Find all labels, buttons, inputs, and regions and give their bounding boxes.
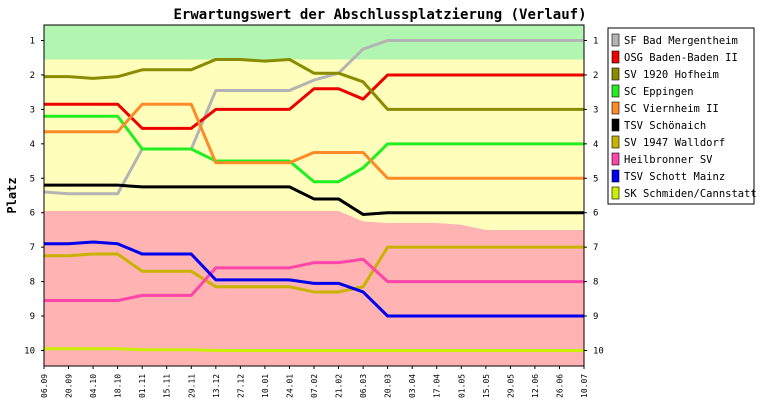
x-tick-label: 12.06 [531, 374, 540, 398]
y-tick-label-right: 7 [593, 243, 598, 253]
x-tick-label: 06.03 [359, 374, 368, 398]
legend-swatch [611, 33, 620, 47]
x-tick-label: 15.05 [482, 374, 491, 398]
y-tick-label-left: 7 [30, 243, 35, 253]
legend-label: SC Viernheim II [624, 103, 719, 115]
y-tick-label-left: 5 [30, 174, 35, 184]
legend-swatch [611, 186, 620, 200]
x-tick-label: 21.02 [335, 374, 344, 398]
legend-label: OSG Baden-Baden II [624, 52, 738, 64]
series-line-sc-viernheim-ii [44, 102, 584, 180]
x-tick-label: 10.01 [261, 374, 270, 398]
x-tick-label: 26.06 [555, 374, 564, 398]
legend-swatch [611, 84, 620, 98]
legend-label: TSV Schott Mainz [624, 171, 725, 183]
legend-swatch [611, 135, 620, 149]
x-tick-label: 13.12 [212, 374, 221, 398]
y-tick-label-left: 4 [30, 140, 35, 150]
legend-box [607, 27, 755, 205]
x-tick-label: 18.10 [114, 374, 123, 398]
y-tick-label-right: 9 [593, 312, 598, 322]
legend-label: Heilbronner SV [624, 154, 713, 166]
legend-label: SF Bad Mergentheim [624, 35, 738, 47]
y-tick-label-right: 2 [593, 71, 598, 81]
y-tick-label-left: 2 [30, 71, 35, 81]
y-tick-label-left: 3 [30, 105, 35, 115]
legend-swatch [611, 152, 620, 166]
x-tick-label: 06.09 [40, 374, 49, 398]
y-tick-label-right: 4 [593, 140, 598, 150]
y-tick-label-left: 8 [30, 278, 35, 288]
legend-swatch [611, 50, 620, 64]
zone-promotion [44, 25, 584, 60]
series-line-sf-bad-mergentheim [43, 39, 584, 196]
series-line-sk-schmiden-cannstatt [44, 347, 584, 352]
x-tick-label: 29.05 [506, 374, 515, 398]
x-tick-label: 20.03 [384, 374, 393, 398]
series-line-sc-eppingen [44, 114, 584, 184]
series-line-tsv-schott-mainz [44, 240, 584, 318]
x-tick-label: 29.11 [187, 374, 196, 398]
x-tick-label: 24.01 [285, 374, 294, 398]
legend-label: SC Eppingen [624, 86, 694, 98]
chart-title: Erwartungswert der Abschlussplatzierung … [173, 7, 586, 23]
x-tick-label: 01.05 [457, 374, 466, 398]
y-tick-label-right: 5 [593, 174, 598, 184]
x-tick-labels: 06.09 20.09 04.10 18.10 01.11 15.11 29.11 13.12… [40, 374, 589, 398]
series-line-osg-baden-baden-ii [44, 73, 584, 130]
y-axis-label: Platz [5, 177, 19, 213]
y-tick-label-left: 1 [30, 37, 35, 47]
x-tick-label: 15.11 [163, 374, 172, 398]
series-line-tsv-sch-naich [44, 183, 584, 216]
y-tick-labels: 1 1 2 2 3 3 4 4 5 5 6 6 7 7 8 8 9 9 10 10 [24, 37, 604, 357]
y-tick-label-right: 10 [593, 347, 604, 357]
x-tick-label: 20.09 [65, 374, 74, 398]
legend-label: SK Schmiden/Cannstatt [624, 188, 757, 200]
series-line-heilbronner-sv [44, 257, 584, 303]
zone-relegation [44, 211, 584, 366]
y-tick-label-right: 6 [593, 209, 598, 219]
y-tick-label-left: 9 [30, 312, 35, 322]
legend-label: TSV Schönaich [624, 120, 706, 132]
x-tick-label: 04.10 [89, 374, 98, 398]
x-tick-label: 07.02 [310, 374, 319, 398]
y-tick-label-right: 3 [593, 105, 598, 115]
legend-label: SV 1947 Walldorf [624, 137, 725, 149]
y-tick-label-left: 6 [30, 209, 35, 219]
x-tick-label: 10.07 [580, 374, 589, 398]
legend-label: SV 1920 Hofheim [624, 69, 719, 81]
legend-swatch [611, 67, 620, 81]
legend-swatch [611, 101, 620, 115]
x-tick-label: 27.12 [236, 374, 245, 398]
legend: SF Bad Mergentheim OSG Baden-Baden II SV 1… [607, 27, 757, 205]
plot-frame [43, 24, 585, 367]
series-line-sv-1920-hofheim [44, 57, 584, 111]
x-tick-label: 17.04 [433, 374, 442, 398]
legend-swatch [611, 118, 620, 132]
x-tick-label: 01.11 [138, 374, 147, 398]
y-tick-label-left: 10 [24, 347, 35, 357]
series-line-sv-1947-walldorf [44, 245, 584, 294]
y-tick-label-right: 1 [593, 37, 598, 47]
x-tick-label: 03.04 [408, 374, 417, 398]
y-tick-label-right: 8 [593, 278, 598, 288]
lines-layer [43, 39, 584, 352]
legend-swatch [611, 169, 620, 183]
